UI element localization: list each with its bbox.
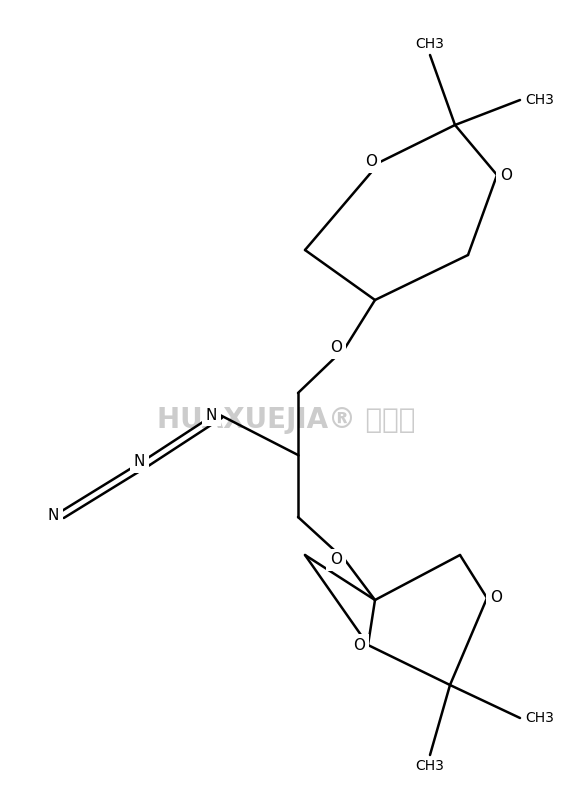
Text: O: O — [500, 168, 512, 183]
Text: CH3: CH3 — [525, 711, 554, 725]
Text: N: N — [48, 508, 59, 523]
Text: O: O — [365, 154, 377, 169]
Text: HUAXUEJIA® 化学加: HUAXUEJIA® 化学加 — [157, 406, 415, 434]
Text: O: O — [353, 638, 365, 653]
Text: CH3: CH3 — [525, 93, 554, 107]
Text: N: N — [206, 407, 217, 422]
Text: O: O — [330, 552, 342, 567]
Text: O: O — [330, 340, 342, 355]
Text: N: N — [134, 455, 145, 470]
Text: CH3: CH3 — [415, 759, 445, 773]
Text: O: O — [490, 591, 502, 605]
Text: CH3: CH3 — [415, 37, 445, 51]
